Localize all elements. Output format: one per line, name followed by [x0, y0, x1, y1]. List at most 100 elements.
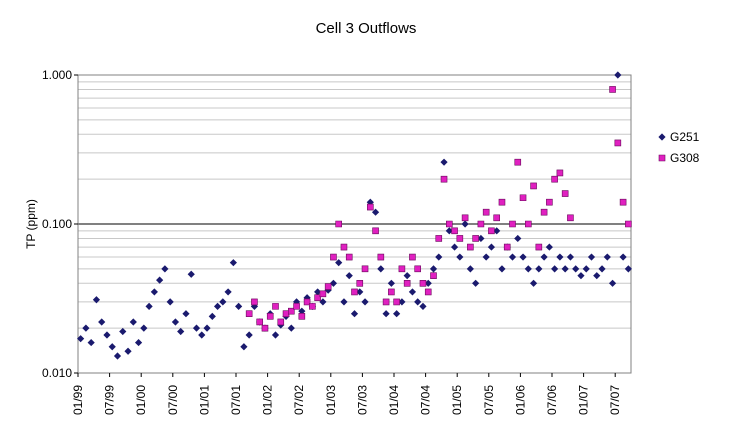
point-g308 [467, 243, 474, 251]
point-g308 [335, 220, 342, 228]
point-g251 [608, 279, 617, 287]
point-g308 [477, 220, 485, 228]
x-tick-label: 01/99 [71, 385, 85, 415]
point-g251 [361, 298, 369, 306]
point-g308 [525, 220, 532, 228]
x-tick-label: 07/01 [229, 385, 243, 415]
point-g308 [419, 279, 427, 287]
point-g308 [293, 303, 300, 310]
point-g308 [609, 86, 616, 93]
point-g308 [356, 279, 364, 287]
point-g251 [82, 324, 90, 332]
point-g251 [187, 270, 195, 278]
point-g308 [319, 290, 327, 298]
point-g308 [414, 265, 421, 273]
point-g251 [387, 279, 395, 287]
point-g251 [514, 234, 522, 243]
y-tick-label: 1.000 [42, 68, 72, 82]
point-g251 [182, 310, 190, 318]
point-g251 [219, 298, 227, 306]
y-axis: 0.010 0.100 1.000 [42, 68, 78, 380]
point-g251 [414, 298, 422, 306]
point-g251 [287, 324, 295, 332]
point-g308 [245, 310, 253, 318]
point-g251 [424, 279, 432, 287]
point-g308 [309, 303, 316, 310]
x-tick-label: 01/05 [450, 385, 464, 415]
point-g251 [140, 324, 148, 332]
x-tick-label: 07/04 [419, 385, 433, 415]
point-g251 [235, 302, 243, 310]
point-g308 [409, 253, 416, 261]
point-g308 [403, 279, 411, 287]
point-g251 [551, 265, 559, 273]
x-tick-label: 07/99 [103, 385, 117, 415]
point-g308 [614, 139, 622, 147]
x-tick-label: 07/05 [482, 385, 496, 415]
point-g308 [472, 235, 479, 242]
point-g308 [435, 235, 443, 242]
point-g251 [398, 298, 406, 306]
x-tick-label: 01/01 [197, 385, 211, 415]
x-tick-label: 01/00 [134, 385, 148, 415]
point-g308 [482, 208, 490, 216]
point-g308 [461, 214, 469, 222]
point-g308 [619, 198, 627, 206]
x-axis: 01/99 07/99 01/00 07/00 01/01 07/01 01/02 07/02… [71, 373, 622, 415]
x-tick-label: 07/06 [545, 385, 559, 415]
point-g308 [535, 243, 543, 251]
point-g308 [367, 203, 374, 211]
point-g251 [314, 288, 322, 296]
point-g251 [598, 265, 606, 273]
point-g308 [298, 313, 306, 320]
point-g251 [403, 272, 411, 280]
point-g251 [624, 265, 632, 273]
point-g308 [361, 265, 369, 273]
legend-label-g308: G308 [670, 151, 700, 165]
point-g251 [472, 279, 480, 287]
point-g251 [535, 265, 543, 273]
point-g251 [561, 265, 569, 273]
point-g251 [319, 298, 327, 306]
point-g308 [498, 198, 506, 206]
point-g308 [493, 214, 500, 222]
point-g308 [625, 220, 632, 228]
x-tick-label: 07/03 [355, 385, 369, 415]
y-tick-label: 0.100 [42, 217, 72, 231]
point-g251 [150, 288, 158, 296]
point-g251 [335, 259, 343, 267]
point-g308 [561, 190, 569, 197]
point-g251 [166, 298, 174, 306]
point-g308 [519, 194, 527, 202]
point-g308 [272, 303, 279, 310]
point-g251 [356, 288, 364, 296]
point-g308 [377, 253, 385, 261]
point-g251 [98, 318, 106, 326]
point-g251 [124, 347, 132, 355]
point-g308 [398, 265, 406, 273]
point-g251 [593, 272, 601, 280]
x-tick-label: 07/00 [166, 385, 180, 415]
point-g308 [424, 288, 432, 296]
point-g251 [224, 288, 232, 296]
point-g251 [377, 265, 385, 273]
point-g308 [340, 243, 348, 251]
legend: G251 G308 [658, 130, 700, 165]
point-g251 [487, 243, 496, 251]
point-g251 [587, 253, 596, 261]
point-g251 [198, 331, 206, 339]
point-g308 [388, 288, 395, 296]
point-g251 [614, 71, 622, 79]
point-g251 [113, 352, 122, 360]
point-g251 [461, 220, 469, 228]
point-g251 [213, 302, 222, 310]
point-g251 [619, 253, 627, 261]
point-g308 [282, 310, 290, 318]
point-g251 [393, 310, 401, 318]
x-tick-label: 01/03 [324, 385, 338, 415]
point-g251 [419, 302, 427, 310]
point-g251 [271, 331, 280, 339]
point-g308 [277, 318, 285, 326]
legend-item-g308: G308 [658, 151, 700, 165]
